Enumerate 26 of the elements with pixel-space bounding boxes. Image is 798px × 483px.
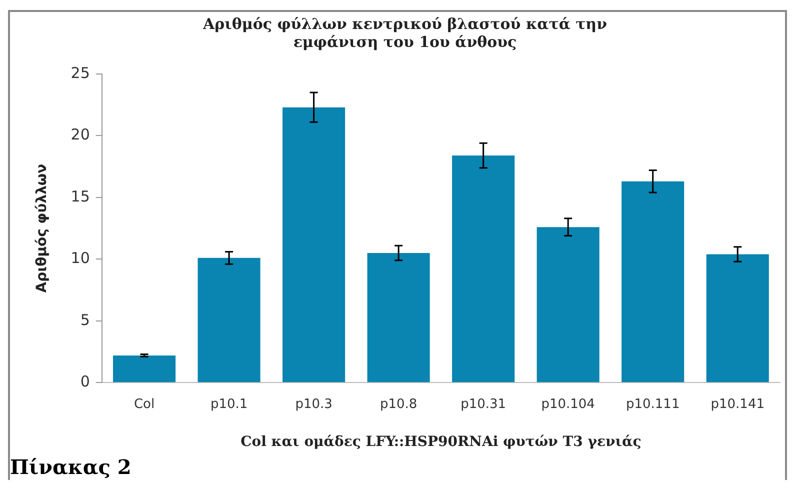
x-tick-label: p10.1 <box>210 396 248 412</box>
bar <box>452 155 515 382</box>
x-tick-label: Col <box>134 396 155 412</box>
bar <box>198 258 260 382</box>
x-tick-label: p10.141 <box>710 396 764 412</box>
y-tick-label: 0 <box>80 372 90 390</box>
bar <box>706 254 769 382</box>
y-axis-title: Αριθμός φύλλων <box>34 164 50 293</box>
bar <box>282 107 346 382</box>
x-tick-label: p10.3 <box>295 396 332 412</box>
bar <box>536 227 600 382</box>
text: Πίνακας 2 <box>10 455 132 479</box>
y-tick-label: 25 <box>70 64 90 82</box>
x-tick-label: p10.104 <box>541 396 595 412</box>
x-tick-label: p10.8 <box>380 396 418 412</box>
bar <box>112 355 176 382</box>
chart-title: Αριθμός φύλλων κεντρικού βλαστού κατά την εμφάνιση του 1ου άνθους <box>202 14 607 51</box>
x-tick-label: p10.31 <box>460 396 506 412</box>
x-axis-title: Col και ομάδες LFY::HSP90RNAi φυτών T3 γενιάς <box>240 434 642 450</box>
y-tick-label: 15 <box>70 187 90 206</box>
y-tick-label: 10 <box>70 249 90 268</box>
y-tick-label: 20 <box>70 126 90 144</box>
bar <box>367 252 430 382</box>
x-tick-label: p10.111 <box>626 396 680 412</box>
bar <box>622 181 684 382</box>
y-tick-label: 5 <box>80 310 90 329</box>
